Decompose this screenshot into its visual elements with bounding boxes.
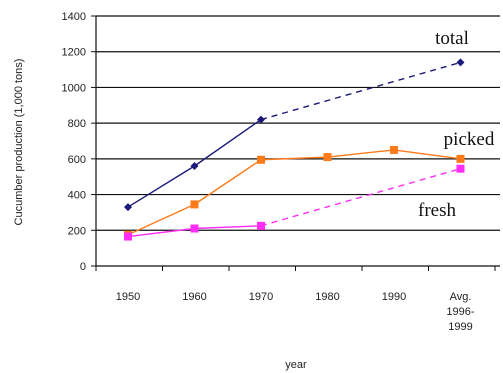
fresh-segment-0 xyxy=(127,227,195,238)
total-marker-2 xyxy=(257,115,265,124)
y-tick-label-200: 200 xyxy=(68,225,86,237)
x-tick-label-2: 1970 xyxy=(249,291,273,303)
total-marker-1 xyxy=(190,162,199,170)
picked-marker-1 xyxy=(190,200,199,209)
x-tick-label-1: 1960 xyxy=(182,291,206,303)
x-axis-title: year xyxy=(285,359,307,371)
picked-marker-4 xyxy=(390,145,398,154)
picked-marker-3 xyxy=(323,153,332,162)
y-tick-label-800: 800 xyxy=(68,118,86,130)
fresh-marker-1 xyxy=(190,224,199,233)
y-axis-title: Cucumber production (1,000 tons) xyxy=(13,59,25,226)
x-tick-label-4: 1990 xyxy=(382,291,406,303)
picked-marker-2 xyxy=(257,155,265,164)
fresh-marker-3 xyxy=(456,164,465,173)
fresh-marker-0 xyxy=(124,232,132,241)
fresh-segment-1 xyxy=(194,225,262,230)
x-tick-label-3: 1980 xyxy=(315,291,339,303)
picked-segment-2 xyxy=(260,156,328,161)
y-tick-label-1400: 1400 xyxy=(62,11,86,23)
series-labels: total picked fresh xyxy=(418,28,495,221)
picked-segment-0 xyxy=(127,203,195,236)
total-marker-3 xyxy=(456,58,465,67)
fresh-marker-2 xyxy=(257,221,265,230)
fresh-label: fresh xyxy=(418,200,456,221)
y-tick-label-0: 0 xyxy=(80,261,86,273)
total-segment-2 xyxy=(260,61,461,121)
axes xyxy=(95,16,500,267)
total-segment-1 xyxy=(194,118,262,167)
picked-segment-4 xyxy=(393,149,461,160)
series-markers xyxy=(124,58,465,241)
x-axis-ticks: 1950 1960 1970 1980 1990 Avg. 1996-1999 xyxy=(95,266,496,333)
x-tick-label-0: 1950 xyxy=(116,291,140,303)
picked-label: picked xyxy=(444,129,495,150)
total-label: total xyxy=(435,28,469,49)
y-tick-label-400: 400 xyxy=(68,190,86,202)
y-tick-label-1000: 1000 xyxy=(62,82,86,94)
picked-segment-1 xyxy=(194,159,262,205)
fresh-segment-2 xyxy=(260,168,461,227)
y-axis-ticks: 0 200 400 600 800 1000 1200 1400 xyxy=(62,11,96,273)
picked-marker-5 xyxy=(456,154,465,163)
x-tick-label-5: Avg. 1996-1999 xyxy=(446,291,474,333)
series-lines xyxy=(127,61,461,238)
y-tick-label-1200: 1200 xyxy=(62,47,86,59)
total-segment-0 xyxy=(127,165,195,208)
y-tick-label-600: 600 xyxy=(68,154,86,166)
picked-segment-3 xyxy=(327,149,395,158)
total-marker-0 xyxy=(124,203,132,212)
